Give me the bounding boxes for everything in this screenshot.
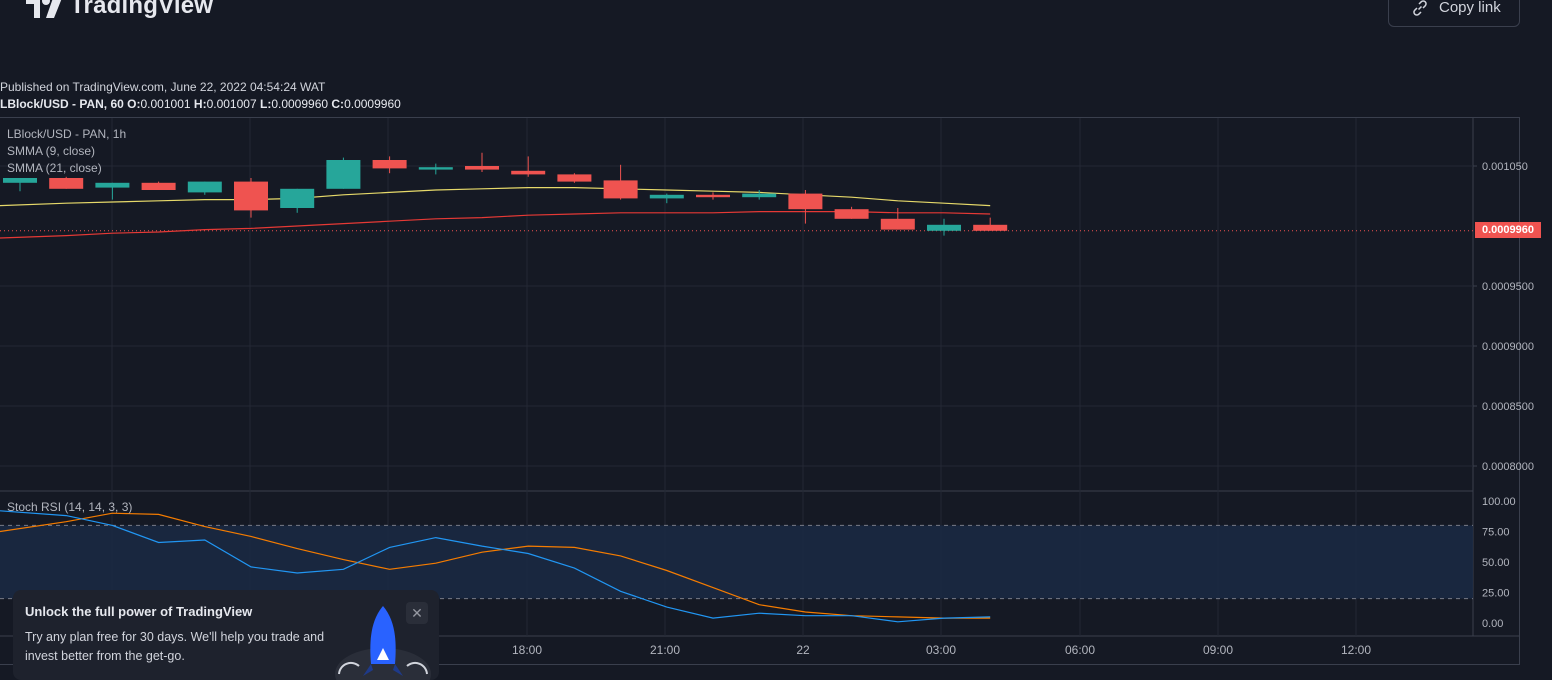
ohlc-h-label: H:: [193, 97, 207, 111]
ohlc-close: 0.0009960: [344, 97, 401, 111]
candle-body: [95, 182, 130, 188]
price-axis-label: 0.0008000: [1482, 461, 1534, 473]
ohlc-open: 0.001001: [140, 97, 191, 111]
time-axis-label: 09:00: [1203, 643, 1233, 657]
time-axis-label: 06:00: [1065, 643, 1095, 657]
candle-body: [973, 224, 1008, 231]
candle-body: [3, 178, 37, 183]
stoch-axis-label: 25.00: [1482, 588, 1510, 600]
candle-body: [141, 182, 176, 190]
candle-body: [418, 167, 453, 170]
ohlc-symbol: LBlock/USD - PAN, 60: [0, 97, 124, 111]
candle-body: [465, 166, 499, 170]
promo-body: Try any plan free for 30 days. We'll hel…: [25, 630, 325, 663]
candle-body: [511, 170, 546, 175]
stoch-k-line: [0, 510, 991, 623]
candle-body: [49, 178, 84, 189]
candle-body: [742, 193, 777, 198]
copy-link-label: Copy link: [1439, 0, 1501, 16]
candles: [3, 152, 1008, 236]
ohlc-readout: LBlock/USD - PAN, 60 O:0.001001 H:0.0010…: [0, 97, 401, 111]
stoch-axis-label: 0.00: [1482, 618, 1503, 630]
ohlc-l-label: L:: [259, 97, 272, 111]
stoch-axis-label: 100.00: [1482, 496, 1516, 508]
legend-smma21: SMMA (21, close): [7, 161, 102, 175]
published-info: Published on TradingView.com, June 22, 2…: [0, 80, 326, 94]
tradingview-logo[interactable]: TradingView: [24, 0, 213, 20]
candle-body: [557, 174, 592, 182]
stoch-axis-label: 50.00: [1482, 557, 1510, 569]
promo-title: Unlock the full power of TradingView: [25, 604, 253, 619]
brand-name: TradingView: [70, 0, 214, 19]
last-price-badge: 0.0009960: [1475, 222, 1541, 238]
stoch-d-line: [0, 512, 991, 619]
candle-body: [372, 160, 407, 169]
chart-axes: 0.0010500.00095000.00090000.00085000.000…: [512, 161, 1534, 657]
price-axis-label: 0.0009000: [1482, 341, 1534, 353]
candle-body: [280, 188, 315, 208]
time-axis-label: 22: [796, 643, 810, 657]
candle-body: [696, 194, 730, 198]
price-axis-label: 0.001050: [1482, 161, 1528, 173]
stoch-axis-label: 75.00: [1482, 527, 1510, 539]
candle-body: [834, 209, 869, 219]
close-icon[interactable]: ✕: [406, 602, 428, 624]
link-icon: [1413, 0, 1427, 16]
ohlc-low: 0.0009960: [271, 97, 329, 111]
candle-body: [603, 180, 638, 199]
ohlc-high: 0.001007: [206, 97, 257, 111]
smma21-line: [0, 211, 991, 239]
rocket-icon: [335, 606, 431, 680]
time-axis-label: 03:00: [926, 643, 956, 657]
stoch-band-fill: [0, 525, 1473, 599]
time-axis-label: 12:00: [1341, 643, 1371, 657]
candle-body: [880, 218, 915, 230]
tradingview-logo-icon: [26, 0, 62, 18]
candle-body: [788, 193, 823, 210]
copy-link-button[interactable]: Copy link: [1388, 0, 1520, 27]
candle-body: [187, 181, 222, 193]
top-bar: TradingView Copy link: [0, 0, 1552, 70]
ohlc-o-label: O:: [127, 97, 141, 111]
ohlc-c-label: C:: [331, 97, 345, 111]
moving-averages: [0, 187, 991, 239]
price-axis-label: 0.0009500: [1482, 281, 1534, 293]
upgrade-promo[interactable]: Unlock the full power of TradingView Try…: [13, 590, 439, 680]
legend-stoch-rsi: Stoch RSI (14, 14, 3, 3): [7, 500, 133, 514]
candle-body: [326, 160, 361, 189]
time-axis-label: 21:00: [650, 643, 680, 657]
legend-smma9: SMMA (9, close): [7, 144, 96, 158]
price-axis-label: 0.0008500: [1482, 401, 1534, 413]
chart-frame[interactable]: [0, 117, 1520, 665]
stoch-band: [0, 524, 1473, 600]
legend-symbol: LBlock/USD - PAN, 1h: [7, 127, 127, 141]
candle-body: [649, 194, 684, 199]
candle-body: [927, 224, 961, 231]
smma9-line: [0, 187, 991, 207]
candle-body: [234, 181, 268, 211]
stoch-rsi-lines: [0, 510, 991, 623]
time-axis-label: 18:00: [512, 643, 542, 657]
